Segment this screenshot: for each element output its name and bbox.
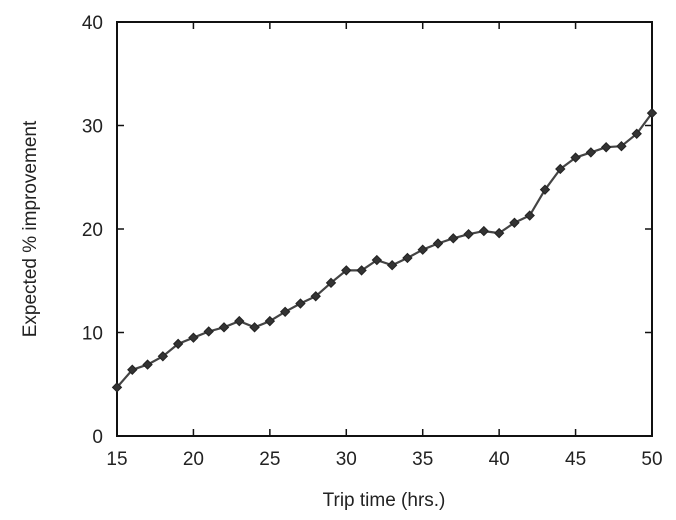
data-point-marker <box>631 128 642 139</box>
data-point-marker <box>585 147 597 158</box>
data-point-marker <box>111 382 123 393</box>
data-point-marker <box>616 140 627 152</box>
data-point-marker <box>448 233 459 244</box>
data-point-marker <box>539 184 551 195</box>
data-point-marker <box>432 238 444 249</box>
data-point-marker <box>646 107 658 119</box>
data-point-marker <box>386 260 398 271</box>
data-point-marker <box>341 265 352 276</box>
data-point-marker <box>249 322 260 333</box>
data-point-marker <box>402 252 413 264</box>
data-point-marker <box>310 291 321 302</box>
data-point-marker <box>172 338 184 350</box>
data-point-marker <box>127 364 138 375</box>
x-tick-label: 35 <box>412 449 433 470</box>
data-point-marker <box>356 265 367 276</box>
data-point-marker <box>264 315 276 327</box>
x-tick-label: 15 <box>106 449 127 470</box>
data-point-marker <box>600 142 612 153</box>
data-point-marker <box>203 326 214 337</box>
y-tick-label: 40 <box>82 13 103 34</box>
data-point-marker <box>478 225 490 237</box>
data-point-marker <box>157 351 169 362</box>
x-tick-label: 30 <box>336 449 357 470</box>
data-point-marker <box>218 322 230 333</box>
data-point-marker <box>570 152 581 163</box>
data-point-marker <box>493 227 505 239</box>
data-point-marker <box>142 359 153 370</box>
data-point-marker <box>295 298 306 309</box>
y-axis-label: Expected % improvement <box>20 120 41 337</box>
data-point-marker <box>555 163 566 175</box>
x-tick-label: 20 <box>183 449 204 470</box>
data-point-marker <box>417 244 428 255</box>
x-tick-label: 45 <box>565 449 586 470</box>
y-tick-label: 20 <box>82 220 103 241</box>
plot-frame <box>116 21 653 437</box>
data-point-marker <box>279 306 291 318</box>
x-axis-label: Trip time (hrs.) <box>323 490 446 511</box>
y-tick-label: 0 <box>92 427 103 448</box>
x-tick-label: 25 <box>259 449 280 470</box>
series-line <box>116 112 653 389</box>
y-tick-label: 30 <box>82 117 103 138</box>
data-point-marker <box>234 315 245 327</box>
data-point-marker <box>371 254 383 266</box>
y-tick-label: 10 <box>82 324 103 345</box>
data-point-marker <box>509 217 520 228</box>
data-point-marker <box>325 277 337 289</box>
data-point-marker <box>524 210 535 221</box>
data-point-marker <box>188 332 199 343</box>
x-tick-label: 50 <box>641 449 662 470</box>
x-tick-label: 40 <box>489 449 510 470</box>
data-point-marker <box>463 228 474 240</box>
